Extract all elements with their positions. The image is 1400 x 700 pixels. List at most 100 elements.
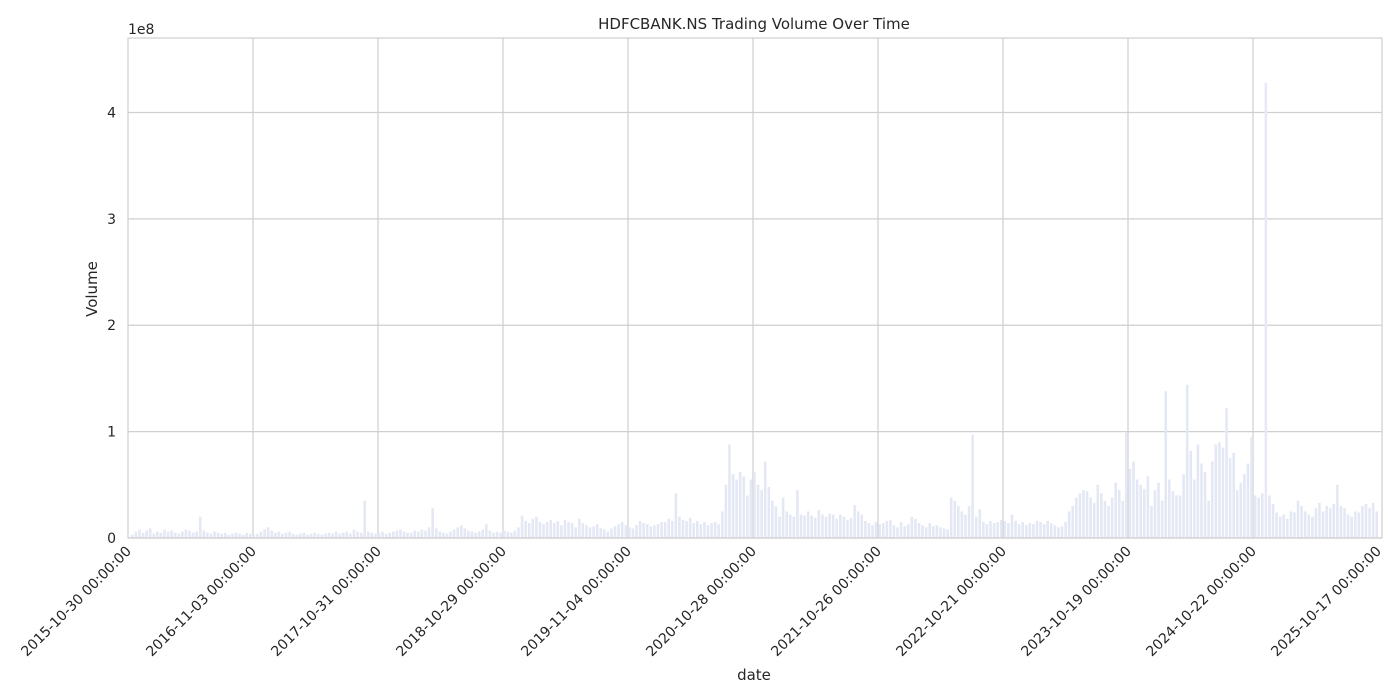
volume-bar	[1050, 523, 1053, 538]
volume-bar	[188, 530, 191, 538]
volume-bar	[173, 532, 177, 538]
volume-bar	[374, 533, 377, 538]
volume-bar	[1153, 490, 1157, 538]
volume-bar	[270, 530, 274, 538]
volume-bar	[1028, 523, 1032, 538]
volume-bar	[874, 522, 878, 538]
volume-bar	[1260, 493, 1264, 538]
volume-bar	[538, 522, 542, 538]
volume-bar	[181, 531, 184, 538]
volume-bar	[957, 506, 960, 538]
x-tick-label: 2023-10-19 00:00:00	[1018, 544, 1134, 660]
volume-bar	[220, 533, 223, 538]
volume-bar	[309, 533, 313, 538]
volume-bar	[624, 525, 628, 538]
volume-bar	[692, 523, 695, 538]
volume-bar	[849, 517, 853, 538]
volume-bar	[1160, 500, 1164, 538]
volume-bar	[817, 510, 821, 538]
volume-bar	[331, 533, 334, 538]
volume-bar	[760, 490, 763, 538]
volume-bar	[274, 532, 277, 538]
volume-bar	[917, 523, 921, 538]
volume-bar	[1353, 511, 1357, 538]
volume-bar	[427, 527, 431, 538]
volume-bar	[456, 527, 459, 538]
volume-bar	[828, 513, 831, 538]
volume-bar	[846, 519, 849, 538]
volume-bar	[710, 523, 713, 538]
volume-bar	[288, 531, 291, 538]
volume-bar	[771, 500, 774, 538]
volume-bar	[359, 532, 363, 538]
volume-bar	[1021, 522, 1024, 538]
volume-bar	[148, 528, 152, 538]
volume-bar	[334, 531, 338, 538]
volume-bar	[206, 532, 209, 538]
y-axis-label: Volume	[83, 261, 101, 317]
volume-bar	[1296, 500, 1300, 538]
volume-bar	[527, 523, 531, 538]
volume-bar	[1114, 482, 1117, 538]
volume-bar	[1332, 503, 1336, 538]
volume-bar	[924, 527, 928, 538]
volume-bar	[1100, 493, 1103, 538]
x-tick-label: 2020-10-28 00:00:00	[643, 544, 759, 660]
x-tick-label: 2018-10-29 00:00:00	[393, 544, 509, 660]
volume-bar	[1035, 520, 1039, 538]
volume-bar	[785, 511, 788, 538]
volume-bar	[842, 516, 846, 538]
volume-bar	[413, 530, 417, 538]
volume-bar	[510, 532, 513, 538]
volume-bar	[409, 532, 413, 538]
volume-bar	[628, 527, 631, 538]
volume-bar	[252, 534, 256, 538]
volume-bar	[678, 516, 681, 538]
volume-bar	[906, 524, 910, 538]
volume-bar	[728, 444, 731, 538]
volume-bar	[177, 533, 181, 538]
volume-bar	[1164, 391, 1168, 538]
volume-bar	[603, 529, 606, 538]
volume-bar	[402, 531, 406, 538]
volume-bar	[141, 532, 145, 538]
volume-bar	[588, 527, 592, 538]
volume-bar	[195, 531, 198, 538]
volume-bar	[302, 532, 306, 538]
volume-bar	[670, 520, 674, 538]
volume-bar	[753, 472, 756, 538]
volume-bar	[910, 516, 914, 538]
volume-bar	[896, 527, 899, 538]
volume-bar	[577, 518, 581, 538]
volume-bar	[1339, 506, 1343, 538]
x-axis-label: date	[737, 666, 771, 684]
volume-bar	[495, 531, 499, 538]
volume-bar	[324, 533, 327, 538]
volume-bar	[1039, 522, 1042, 538]
volume-bar	[249, 533, 252, 538]
volume-bar	[470, 531, 474, 538]
volume-bar	[660, 522, 663, 538]
volume-bar	[814, 517, 817, 538]
volume-bar	[1343, 508, 1346, 538]
volume-bar	[1286, 518, 1289, 538]
volume-bar	[721, 511, 724, 538]
chart-title: HDFCBANK.NS Trading Volume Over Time	[598, 15, 910, 33]
volume-bar	[1264, 82, 1268, 539]
volume-bar	[964, 514, 967, 538]
volume-bar	[967, 506, 971, 538]
volume-bar	[1128, 468, 1132, 538]
volume-bar	[788, 514, 792, 538]
volume-bar	[1107, 506, 1110, 538]
volume-bar	[299, 533, 302, 538]
volume-bar	[731, 474, 735, 538]
bars-layer	[131, 82, 1378, 539]
volume-bar	[291, 533, 295, 538]
volume-bar	[1185, 384, 1189, 538]
volume-bar	[363, 500, 367, 538]
volume-bar	[1243, 474, 1246, 538]
volume-bar	[1328, 508, 1332, 538]
volume-bar	[921, 525, 924, 538]
volume-bar	[277, 531, 281, 538]
